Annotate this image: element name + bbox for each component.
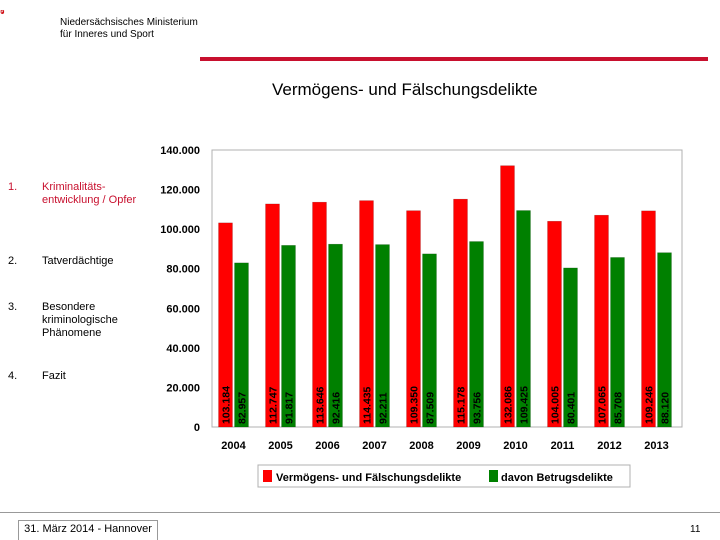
footer-divider [0,512,720,513]
bar-total-2012 [594,214,609,428]
data-label: 93.756 [472,392,484,424]
data-label: 114.435 [362,386,374,424]
nav-item-label: Besondere kriminologische Phänomene [42,301,118,339]
bar-fraud-2008 [422,253,437,428]
slide-title: Vermögens- und Fälschungsdelikte [272,80,538,99]
y-tick-label: 40.000 [166,343,200,355]
nav-item-label: Kriminalitäts-entwicklung / Opfer [42,181,137,206]
legend-label-total: Vermögens- und Fälschungsdelikte [276,472,461,484]
bar-total-2008 [406,210,421,428]
y-tick-label: 140.000 [160,145,200,157]
data-label: 87.509 [425,392,437,424]
data-label: 109.425 [519,386,531,424]
data-label: 80.401 [566,392,578,424]
legend-swatch-total [263,470,272,482]
x-tick-label: 2012 [597,440,621,452]
data-label: 91.817 [284,392,296,424]
data-label: 109.246 [644,386,656,424]
x-tick-label: 2013 [644,440,668,452]
ministry-line-1: Niedersächsisches Ministerium [60,17,198,28]
nav-item-number: 4. [8,370,18,382]
y-tick-label: 80.000 [166,264,200,276]
data-label: 109.350 [409,386,421,424]
bar-fraud-2009 [469,241,484,428]
data-label: 113.646 [315,386,327,424]
y-tick-label: 60.000 [166,303,200,315]
x-tick-label: 2009 [456,440,480,452]
nav-item-label: Tatverdächtige [42,255,114,267]
data-label: 92.416 [331,392,343,424]
bar-total-2011 [547,220,562,428]
y-tick-label: 100.000 [160,224,200,236]
bar-total-2004 [218,222,233,428]
data-label: 92.211 [378,392,390,424]
x-tick-label: 2010 [503,440,527,452]
data-label: 85.708 [613,392,625,424]
bar-total-2010 [500,165,515,428]
ministry-line-2: für Inneres und Sport [60,29,154,40]
data-label: 82.957 [237,392,249,424]
y-tick-label: 120.000 [160,185,200,197]
bar-total-2007 [359,200,374,428]
bar-fraud-2011 [563,267,578,428]
bar-fraud-2010 [516,210,531,428]
data-label: 107.065 [597,386,609,424]
y-tick-label: 0 [194,422,200,434]
nav-item-number: 1. [8,181,18,193]
page-number: 11 [690,524,701,535]
data-label: 103.184 [221,386,233,424]
nav-item-number: 3. [8,301,18,313]
data-label: 112.747 [268,386,280,424]
y-tick-label: 20.000 [166,382,200,394]
legend-box [257,464,631,488]
bar-total-2013 [641,210,656,428]
bar-fraud-2012 [610,257,625,428]
x-tick-label: 2005 [268,440,292,452]
x-tick-label: 2007 [362,440,386,452]
bar-fraud-2006 [328,243,343,428]
header-accent-bar [200,57,708,61]
legend-label-fraud: davon Betrugsdelikte [501,472,613,484]
x-tick-label: 2006 [315,440,339,452]
bar-total-2005 [265,203,280,428]
bar-fraud-2007 [375,244,390,428]
data-label: 132.086 [503,386,515,424]
state-coat-of-arms-logo [0,10,5,15]
ministry-name: Niedersächsisches Ministerium für Innere… [60,17,198,41]
bar-total-2006 [312,201,327,428]
bar-fraud-2004 [234,262,249,428]
bar-fraud-2013 [657,252,672,428]
data-label: 88.120 [660,392,672,424]
footer-date-place: 31. März 2014 - Hannover [18,520,158,540]
bar-total-2009 [453,198,468,428]
nav-item-label: Fazit [42,370,66,382]
bar-fraud-2005 [281,245,296,428]
data-label: 104.005 [550,386,562,424]
x-tick-label: 2004 [221,440,246,452]
data-label: 115.178 [456,386,468,424]
legend-swatch-fraud [489,470,498,482]
nav-item-number: 2. [8,255,18,267]
x-tick-label: 2008 [409,440,433,452]
x-tick-label: 2011 [551,440,575,452]
